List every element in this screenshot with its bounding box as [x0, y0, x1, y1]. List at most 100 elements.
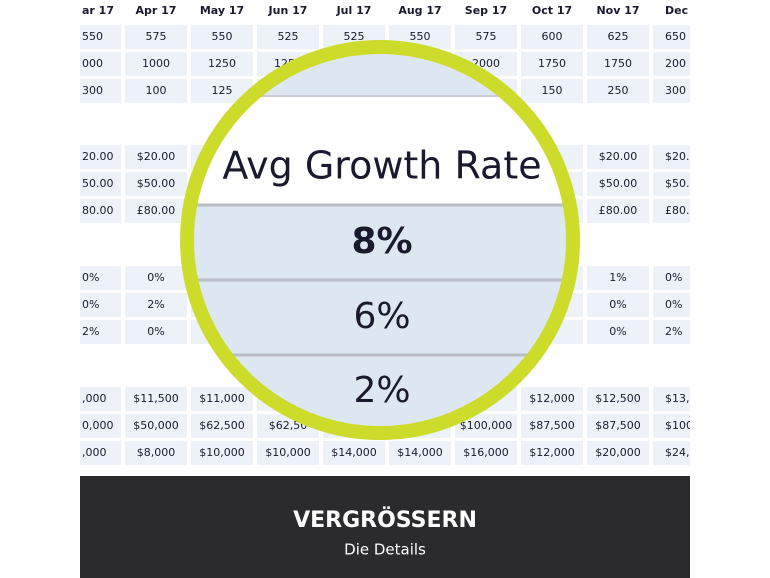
- cell-text: $20.00: [599, 150, 638, 163]
- column-header: ar 17: [82, 4, 114, 17]
- cell-text: $50.00: [599, 177, 638, 190]
- cell-text: 550: [212, 30, 233, 43]
- cell: [521, 414, 583, 438]
- cell-text: 0%: [147, 325, 164, 338]
- cell-text: $13,: [665, 392, 690, 405]
- cell-text: $87,500: [529, 419, 575, 432]
- cell: [587, 266, 649, 290]
- cell-text: $50.0: [665, 177, 697, 190]
- cell: [125, 441, 187, 465]
- cell-text: 650: [665, 30, 686, 43]
- cell-text: 0%: [665, 271, 682, 284]
- cell: [587, 441, 649, 465]
- cell: [80, 266, 121, 290]
- cell-text: 125: [212, 84, 233, 97]
- column-header: Nov 17: [596, 4, 639, 17]
- cell-text: $62,500: [199, 419, 245, 432]
- footer: [80, 476, 690, 578]
- cell-text: 100: [146, 84, 167, 97]
- cell-text: $12,000: [529, 446, 575, 459]
- column-header: May 17: [200, 4, 244, 17]
- column-header: Jul 17: [336, 4, 372, 17]
- cell-text: ,000: [82, 446, 107, 459]
- cell-text: 0%: [82, 271, 99, 284]
- cell-text: 150: [542, 84, 563, 97]
- cell: [653, 79, 690, 103]
- cell: [653, 145, 690, 169]
- cell-text: $50.00: [137, 177, 176, 190]
- cell-text: $62,50: [269, 419, 308, 432]
- lens-value: 6%: [353, 296, 410, 337]
- cell: [80, 320, 121, 344]
- cell-text: 80.00: [82, 204, 114, 217]
- lens-value: 8%: [351, 221, 412, 262]
- cell: [587, 52, 649, 76]
- cell-text: 300: [82, 84, 103, 97]
- cell: [125, 79, 187, 103]
- cell-text: $20.0: [665, 150, 697, 163]
- column-header: Dec: [665, 4, 688, 17]
- cell: [587, 293, 649, 317]
- cell: [191, 441, 253, 465]
- column-header: Aug 17: [398, 4, 441, 17]
- column-header: Jun 17: [268, 4, 308, 17]
- cell: [80, 441, 121, 465]
- cell: [125, 293, 187, 317]
- cell-text: 0%: [665, 298, 682, 311]
- cell: [80, 52, 121, 76]
- cell: [125, 199, 187, 223]
- cell: [587, 414, 649, 438]
- cell-text: 2%: [665, 325, 682, 338]
- cell-text: £80.00: [599, 204, 638, 217]
- cell: [257, 441, 319, 465]
- cell: [521, 387, 583, 411]
- cell: [125, 266, 187, 290]
- lens-header-band: [190, 96, 570, 204]
- cell-text: $10,000: [199, 446, 245, 459]
- column-header: Oct 17: [532, 4, 572, 17]
- cell: [653, 199, 690, 223]
- cell-text: $50,000: [133, 419, 179, 432]
- cell: [125, 414, 187, 438]
- cell-text: 300: [665, 84, 686, 97]
- cell-text: 600: [542, 30, 563, 43]
- cell-text: $20.00: [137, 150, 176, 163]
- cell-text: £80.00: [137, 204, 176, 217]
- cell: [653, 387, 690, 411]
- column-header: Sep 17: [465, 4, 507, 17]
- cell-text: $16,000: [463, 446, 509, 459]
- lens-ring: [180, 40, 580, 440]
- cell: [80, 199, 121, 223]
- lens-header: Avg Growth Rate: [222, 144, 541, 188]
- cell-text: 20.00: [82, 150, 114, 163]
- cell-text: $11,500: [133, 392, 179, 405]
- cell-text: 0%: [609, 298, 626, 311]
- cell: [80, 414, 121, 438]
- cell-text: 1250: [208, 57, 236, 70]
- cell: [653, 172, 690, 196]
- cell: [80, 172, 121, 196]
- cell: [587, 172, 649, 196]
- cell: [521, 52, 583, 76]
- cell-text: 2%: [82, 325, 99, 338]
- cell: [587, 145, 649, 169]
- cell: [587, 199, 649, 223]
- cell-text: $24,0: [665, 446, 697, 459]
- footer-title: VERGRÖSSERN: [293, 507, 477, 533]
- cell-text: 1750: [604, 57, 632, 70]
- cell: [587, 25, 649, 49]
- cell-text: $11,000: [199, 392, 245, 405]
- cell: [653, 25, 690, 49]
- cell-text: 0%: [609, 325, 626, 338]
- cell-text: $14,000: [331, 446, 377, 459]
- cell-text: 2%: [147, 298, 164, 311]
- cell: [191, 52, 253, 76]
- cell: [80, 293, 121, 317]
- cell: [257, 25, 319, 49]
- cell-text: 250: [608, 84, 629, 97]
- cell: [191, 414, 253, 438]
- cell-text: $100,000: [460, 419, 513, 432]
- cell: [653, 52, 690, 76]
- cell-text: $10,000: [265, 446, 311, 459]
- cell-text: 000: [82, 57, 103, 70]
